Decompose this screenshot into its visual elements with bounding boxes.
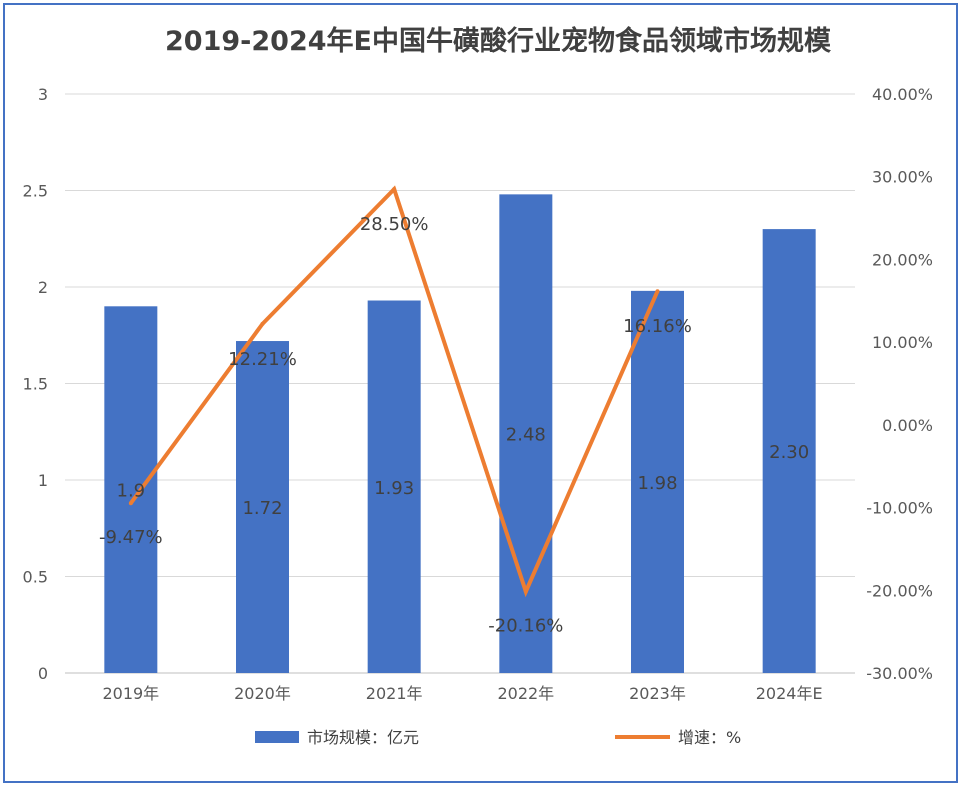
bar xyxy=(762,229,816,673)
line-point xyxy=(523,589,528,594)
line-point xyxy=(392,187,397,192)
left-axis-tick: 3 xyxy=(38,85,48,104)
right-axis-tick: -10.00% xyxy=(866,499,933,518)
right-axis-tick: 10.00% xyxy=(872,333,933,352)
bar xyxy=(631,290,684,673)
left-axis-tick: 1 xyxy=(38,471,48,490)
line-point xyxy=(260,321,265,326)
left-axis-tick: 2 xyxy=(38,278,48,297)
right-axis-tick: 20.00% xyxy=(872,250,933,269)
legend-bar-swatch xyxy=(255,731,299,743)
x-axis-tick: 2023年 xyxy=(629,684,686,703)
line-data-label: -9.47% xyxy=(99,527,163,548)
chart-title: 2019-2024年E中国牛磺酸行业宠物食品领域市场规模 xyxy=(165,25,831,57)
bar xyxy=(367,300,421,673)
bar-data-label: 2.48 xyxy=(506,425,546,446)
line-data-label: 16.16% xyxy=(623,316,692,337)
bar-data-label: 2.30 xyxy=(769,442,809,463)
left-axis-tick: 0 xyxy=(38,664,48,683)
bar-data-label: 1.9 xyxy=(117,481,146,502)
line-data-label: 12.21% xyxy=(228,349,297,370)
chart-frame xyxy=(3,3,958,783)
right-axis-tick: -20.00% xyxy=(866,581,933,600)
x-axis-tick: 2024年E xyxy=(756,684,823,703)
x-axis-tick: 2020年 xyxy=(234,684,291,703)
right-axis-tick: -30.00% xyxy=(866,664,933,683)
right-axis-tick: 40.00% xyxy=(872,85,933,104)
bar-data-label: 1.72 xyxy=(242,498,282,519)
left-axis-tick: 1.5 xyxy=(23,375,48,394)
left-axis-tick: 0.5 xyxy=(23,568,48,587)
bar-data-label: 1.93 xyxy=(374,478,414,499)
right-axis-tick: 30.00% xyxy=(872,168,933,187)
legend-bar-label: 市场规模：亿元 xyxy=(307,728,419,747)
line-data-label: -20.16% xyxy=(488,616,563,637)
line-data-label: 28.50% xyxy=(360,214,429,235)
x-axis-tick: 2021年 xyxy=(366,684,423,703)
right-axis-tick: 0.00% xyxy=(882,416,933,435)
bar xyxy=(104,306,158,673)
bar xyxy=(236,341,289,673)
x-axis-tick: 2022年 xyxy=(497,684,554,703)
line-point xyxy=(128,501,133,506)
bar-data-label: 1.98 xyxy=(637,473,677,494)
line-point xyxy=(655,289,660,294)
legend-line-label: 增速：% xyxy=(678,728,741,747)
x-axis-tick: 2019年 xyxy=(102,684,159,703)
left-axis-tick: 2.5 xyxy=(23,182,48,201)
